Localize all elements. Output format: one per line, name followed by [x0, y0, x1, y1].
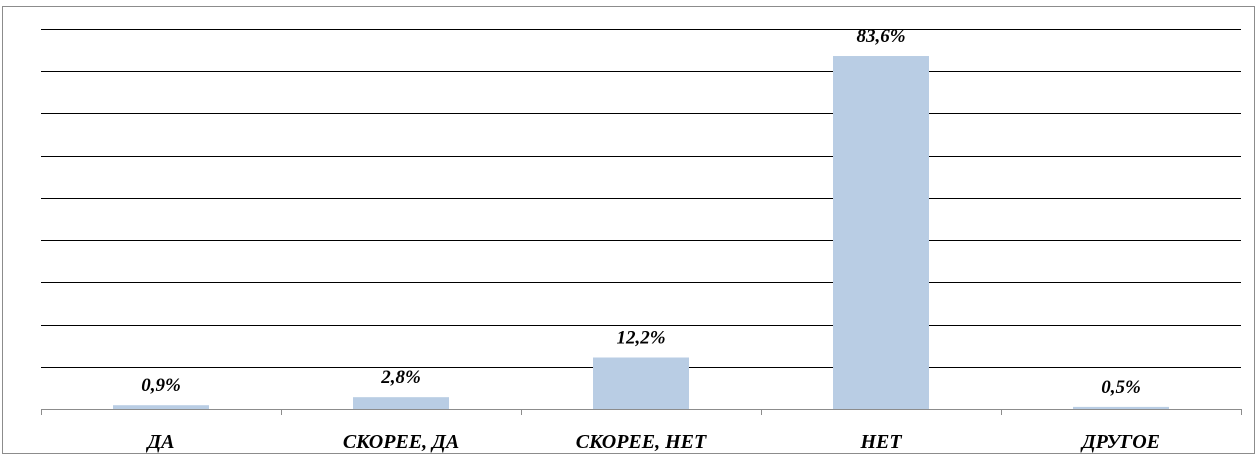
data-label: 0,9%	[141, 375, 181, 396]
bar	[353, 397, 449, 409]
category-label: ДРУГОЕ	[1080, 431, 1160, 453]
data-label: 83,6%	[856, 26, 905, 47]
bar	[833, 56, 929, 410]
bar	[1073, 406, 1169, 409]
bars	[113, 56, 1169, 410]
category-label: СКОРЕЕ, ДА	[343, 431, 459, 453]
data-label: 0,5%	[1101, 377, 1141, 398]
gridlines	[41, 29, 1241, 368]
data-labels: 0,9% 2,8% 12,2% 83,6% 0,5%	[141, 26, 1141, 398]
x-axis	[41, 409, 1242, 415]
bar	[113, 405, 209, 409]
data-label: 2,8%	[380, 367, 421, 388]
category-labels: ДА СКОРЕЕ, ДА СКОРЕЕ, НЕТ НЕТ ДРУГОЕ	[145, 431, 1160, 453]
data-label: 12,2%	[616, 327, 665, 348]
bar	[593, 357, 689, 409]
category-label: ДА	[145, 431, 174, 453]
category-label: СКОРЕЕ, НЕТ	[576, 431, 707, 453]
category-label: НЕТ	[859, 431, 902, 453]
